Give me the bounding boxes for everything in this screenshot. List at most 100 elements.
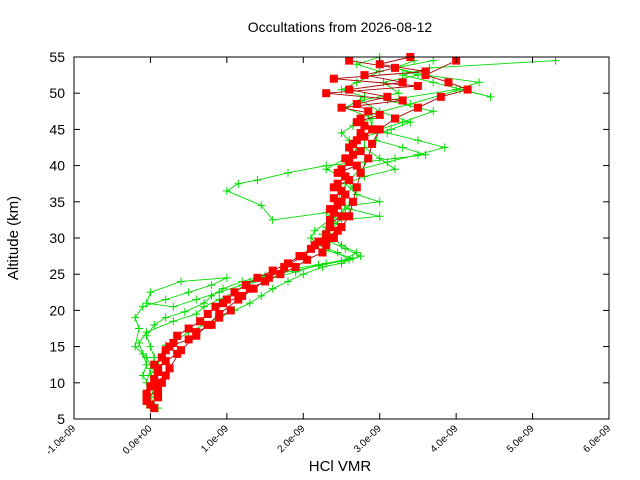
green-point: [299, 270, 308, 279]
y-axis-label: Altitude (km): [5, 196, 22, 280]
red-point: [142, 393, 151, 402]
red-point: [345, 85, 354, 94]
green-point: [413, 136, 422, 145]
green-point: [337, 257, 346, 266]
green-point: [352, 78, 361, 87]
x-tick-label: 5.0e-09: [505, 423, 537, 455]
green-point: [406, 118, 415, 127]
green-point: [475, 78, 484, 87]
red-point: [398, 96, 407, 105]
red-point: [165, 364, 174, 373]
red-point: [341, 190, 350, 199]
green-point: [253, 176, 262, 185]
green-point: [184, 288, 193, 297]
x-tick-label: 6.0e-09: [581, 423, 613, 455]
green-point: [268, 215, 277, 224]
red-point: [249, 284, 258, 293]
red-point: [326, 205, 335, 214]
red-point: [391, 114, 399, 123]
green-point: [341, 205, 350, 214]
y-tick-label: 5: [57, 411, 65, 427]
red-point: [329, 183, 338, 192]
green-point: [429, 107, 438, 116]
green-point: [486, 92, 495, 101]
red-point: [329, 234, 338, 242]
red-point: [348, 197, 357, 206]
green-point: [391, 165, 399, 174]
red-point: [157, 378, 166, 387]
red-point: [364, 154, 373, 163]
red-point: [291, 262, 300, 271]
red-point: [375, 110, 384, 119]
red-point: [276, 270, 285, 279]
green-point: [421, 150, 430, 159]
red-point: [364, 107, 373, 116]
green-point: [440, 143, 449, 152]
red-point: [345, 212, 354, 221]
green-point: [142, 353, 151, 362]
green-point: [245, 299, 254, 308]
green-point: [284, 277, 292, 286]
x-axis-label: HCl VMR: [309, 458, 372, 475]
red-point: [173, 331, 182, 340]
red-point: [203, 320, 212, 329]
red-point: [413, 81, 422, 90]
green-point: [375, 212, 384, 221]
green-point: [192, 295, 201, 304]
green-point: [150, 320, 159, 329]
x-tick-label: 2.0e-09: [276, 423, 308, 455]
red-point: [375, 125, 384, 134]
red-point: [230, 288, 239, 297]
red-series-line: [146, 60, 403, 409]
red-point: [337, 212, 346, 221]
red-point: [360, 132, 369, 141]
green-point: [314, 261, 323, 270]
green-point: [142, 360, 151, 369]
red-point: [322, 241, 331, 250]
green-point: [192, 310, 201, 319]
red-point: [192, 331, 201, 340]
red-point: [398, 78, 407, 87]
green-point: [222, 273, 231, 282]
ticks-layer: 5 10 15 20 25 30 35 40 45 50 55 -1.0e-09 0.0e+00 1.0e…: [44, 49, 613, 457]
green-series-line: [146, 60, 556, 409]
red-point: [203, 310, 212, 319]
green-point: [337, 241, 346, 250]
green-point: [375, 154, 384, 163]
red-point: [280, 262, 289, 271]
y-tick-label: 15: [49, 339, 65, 355]
red-point: [333, 168, 342, 177]
green-series-line: [138, 60, 480, 406]
red-point: [329, 194, 338, 203]
green-point: [142, 299, 151, 308]
red-point: [253, 273, 262, 282]
green-point: [398, 71, 407, 80]
red-point: [337, 103, 346, 112]
red-point: [341, 154, 350, 163]
red-point: [326, 219, 335, 228]
green-point: [199, 299, 208, 308]
green-point: [161, 295, 170, 304]
red-point: [368, 125, 377, 134]
red-point: [268, 266, 277, 275]
green-point: [310, 226, 319, 235]
red-point: [360, 121, 369, 130]
y-tick-label: 55: [49, 49, 65, 65]
green-point: [150, 353, 159, 362]
red-point: [219, 299, 228, 308]
red-point: [352, 118, 361, 127]
red-point: [368, 139, 377, 148]
red-point: [463, 85, 472, 94]
red-point: [310, 241, 319, 250]
red-point: [436, 92, 445, 101]
green-point: [207, 281, 216, 290]
y-tick-label: 50: [49, 85, 65, 101]
green-point: [268, 284, 277, 293]
red-point: [215, 310, 224, 319]
green-point: [161, 313, 170, 322]
red-point: [322, 89, 331, 98]
red-point: [322, 234, 331, 242]
green-point: [207, 291, 216, 300]
red-point: [352, 161, 361, 170]
y-tick-label: 20: [49, 302, 65, 318]
